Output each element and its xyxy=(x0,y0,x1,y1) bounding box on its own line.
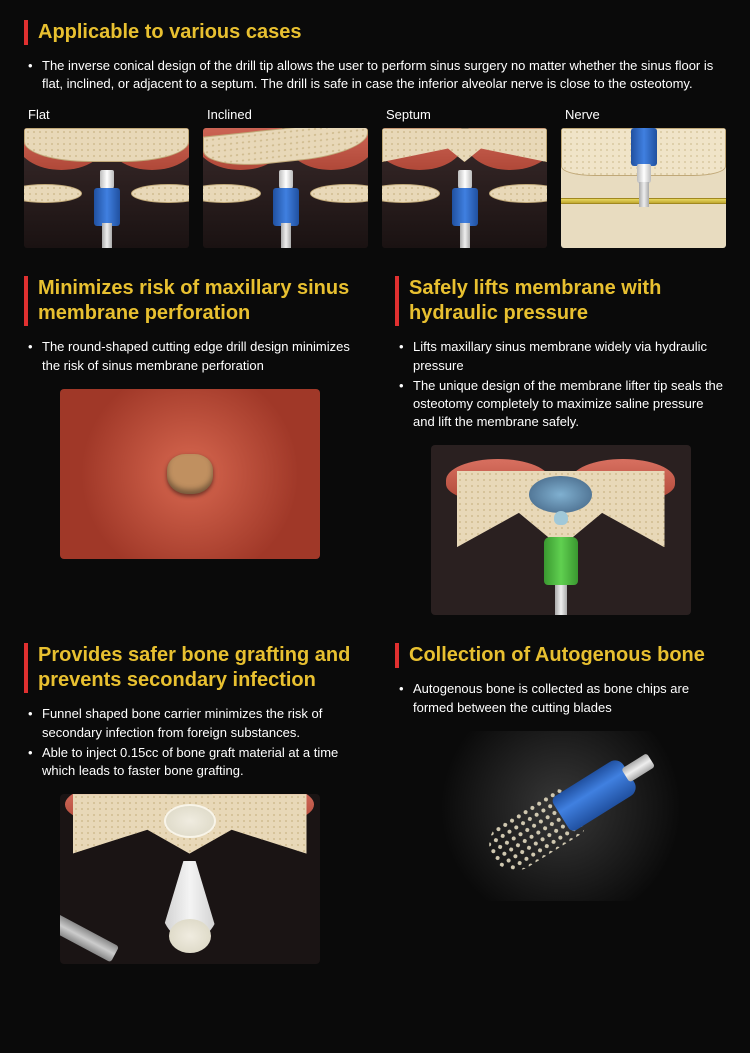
case-label: Flat xyxy=(24,107,189,122)
feature-illustration xyxy=(60,389,320,559)
case-flat: Flat xyxy=(24,107,189,248)
feature-row-2: Provides safer bone grafting and prevent… xyxy=(24,643,726,992)
bullet-item: The inverse conical design of the drill … xyxy=(28,57,726,93)
case-nerve: Nerve xyxy=(561,107,726,248)
case-septum: Septum xyxy=(382,107,547,248)
bullet-list: The round-shaped cutting edge drill desi… xyxy=(24,338,355,374)
accent-bar xyxy=(24,276,28,326)
section-autogenous: Collection of Autogenous bone Autogenous… xyxy=(395,643,726,964)
bullet-item: Able to inject 0.15cc of bone graft mate… xyxy=(28,744,355,780)
bullet-item: The round-shaped cutting edge drill desi… xyxy=(28,338,355,374)
section-title: Provides safer bone grafting and prevent… xyxy=(38,643,355,693)
bullet-list: Autogenous bone is collected as bone chi… xyxy=(395,680,726,716)
bullet-item: Funnel shaped bone carrier minimizes the… xyxy=(28,705,355,741)
bullet-list: Funnel shaped bone carrier minimizes the… xyxy=(24,705,355,780)
case-illustration xyxy=(382,128,547,248)
section-hydraulic: Safely lifts membrane with hydraulic pre… xyxy=(395,276,726,615)
case-inclined: Inclined xyxy=(203,107,368,248)
bullet-item: Autogenous bone is collected as bone chi… xyxy=(399,680,726,716)
accent-bar xyxy=(395,276,399,326)
bullet-item: The unique design of the membrane lifter… xyxy=(399,377,726,432)
case-illustration xyxy=(561,128,726,248)
case-label: Inclined xyxy=(203,107,368,122)
accent-bar xyxy=(395,643,399,668)
feature-row-1: Minimizes risk of maxillary sinus membra… xyxy=(24,276,726,643)
section-title: Minimizes risk of maxillary sinus membra… xyxy=(38,276,355,326)
bullet-item: Lifts maxillary sinus membrane widely vi… xyxy=(399,338,726,374)
section-title: Applicable to various cases xyxy=(38,20,301,45)
bullet-list: Lifts maxillary sinus membrane widely vi… xyxy=(395,338,726,431)
case-label: Nerve xyxy=(561,107,726,122)
heading-row: Safely lifts membrane with hydraulic pre… xyxy=(395,276,726,326)
accent-bar xyxy=(24,20,28,45)
heading-row: Provides safer bone grafting and prevent… xyxy=(24,643,355,693)
accent-bar xyxy=(24,643,28,693)
bullet-list: The inverse conical design of the drill … xyxy=(24,57,726,93)
case-illustration xyxy=(203,128,368,248)
heading-row: Collection of Autogenous bone xyxy=(395,643,726,668)
section-bone-graft: Provides safer bone grafting and prevent… xyxy=(24,643,355,964)
cases-row: Flat Inclined Septum xyxy=(24,107,726,248)
section-title: Collection of Autogenous bone xyxy=(409,643,705,668)
section-minimize-risk: Minimizes risk of maxillary sinus membra… xyxy=(24,276,355,615)
feature-illustration xyxy=(431,445,691,615)
section-title: Safely lifts membrane with hydraulic pre… xyxy=(409,276,726,326)
case-illustration xyxy=(24,128,189,248)
feature-illustration xyxy=(60,794,320,964)
heading-row: Minimizes risk of maxillary sinus membra… xyxy=(24,276,355,326)
heading-row: Applicable to various cases xyxy=(24,20,726,45)
case-label: Septum xyxy=(382,107,547,122)
section-applicable-cases: Applicable to various cases The inverse … xyxy=(24,20,726,248)
feature-illustration xyxy=(431,731,691,901)
